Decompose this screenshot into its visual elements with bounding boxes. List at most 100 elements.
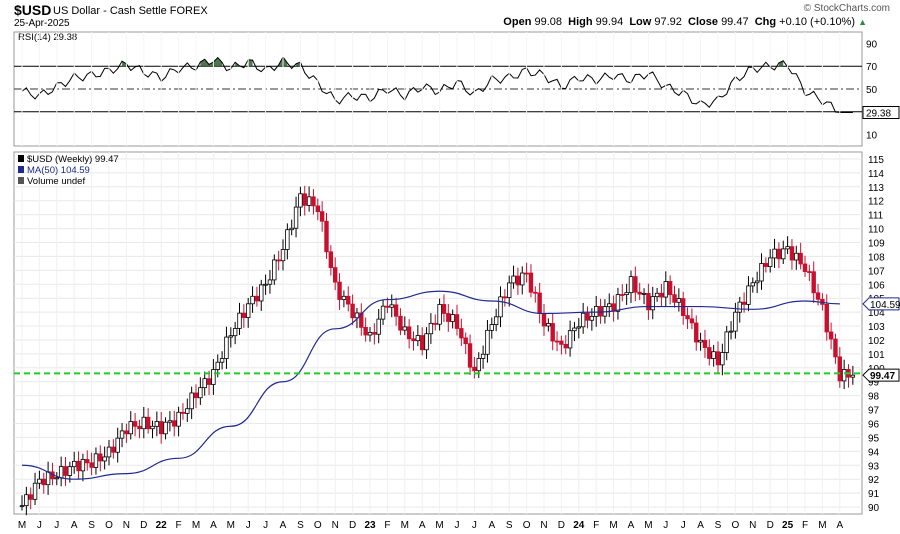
price-candle	[319, 211, 325, 222]
price-candle	[476, 357, 481, 372]
x-tick-label: M	[644, 520, 652, 531]
price-candle	[841, 369, 847, 382]
price-candle	[563, 343, 568, 349]
price-candle	[415, 335, 421, 342]
chg-value: +0.10 (+0.10%)	[779, 16, 856, 28]
price-candle	[63, 466, 68, 476]
price-candle	[154, 421, 160, 427]
open-value: 99.08	[534, 16, 563, 28]
price-candle	[850, 374, 856, 378]
price-candle	[315, 205, 320, 213]
price-candle	[141, 416, 146, 430]
price-candle	[367, 332, 373, 336]
legend-entry: MA(50) 104.59	[27, 165, 90, 176]
price-candle	[289, 227, 294, 231]
price-candle	[467, 343, 473, 368]
price-candle	[293, 206, 299, 229]
x-tick-label: M	[435, 520, 443, 531]
price-candle	[794, 252, 799, 261]
rsi-legend: RSI(14) 29.38	[18, 32, 77, 43]
price-candle	[828, 331, 834, 340]
price-candle	[698, 339, 703, 343]
price-candle	[163, 421, 168, 435]
price-candle	[441, 304, 447, 314]
price-candle	[232, 328, 238, 337]
price-candle	[676, 298, 682, 303]
x-tick-label: J	[455, 520, 460, 531]
price-candle	[772, 248, 777, 259]
price-candle	[728, 330, 734, 333]
price-candle	[650, 296, 655, 311]
price-candle	[45, 471, 51, 486]
price-candle	[372, 332, 377, 335]
x-axis: M J J A S O N D 22 F M A M J J A S O N D 23 F M A M J J A S O N D 24 F M A M…	[18, 520, 844, 531]
price-candle	[172, 420, 177, 427]
price-candle	[324, 220, 329, 253]
stockcharts-logo[interactable]: © StockCharts.com	[803, 3, 890, 14]
x-tick-label: M	[401, 520, 409, 531]
price-tick-label: 112	[868, 197, 884, 208]
price-candle	[150, 425, 155, 430]
price-candle	[359, 312, 364, 328]
price-candle	[807, 271, 812, 273]
x-tick-label: 25	[782, 520, 794, 531]
price-candle	[206, 378, 212, 385]
price-candle	[659, 292, 664, 298]
price-candle	[589, 315, 595, 321]
x-tick-label: M	[227, 520, 235, 531]
price-candle	[424, 333, 429, 351]
x-tick-label: D	[767, 520, 774, 531]
rsi-tick-label: 70	[866, 62, 878, 73]
price-candle	[89, 462, 94, 468]
price-tick-label: 91	[868, 489, 880, 500]
x-tick-label: O	[523, 520, 531, 531]
open-label: Open	[503, 16, 532, 28]
price-candle	[54, 477, 59, 480]
price-candle	[145, 416, 151, 430]
price-candle	[263, 283, 268, 286]
x-tick-label: 24	[573, 520, 585, 531]
rsi-tick-label: 10	[866, 131, 878, 142]
ma50-line	[21, 290, 840, 480]
price-value-label: 99.47	[870, 371, 895, 382]
x-tick-label: J	[472, 520, 477, 531]
price-panel: 9091929394959697989910010110210310410510…	[13, 151, 900, 516]
price-candle	[98, 453, 103, 462]
price-candle	[272, 259, 277, 281]
price-tick-label: 108	[868, 252, 885, 263]
price-candle	[406, 326, 412, 340]
price-tick-label: 103	[868, 322, 885, 333]
ma-value-label: 104.59	[870, 300, 900, 311]
price-candle	[663, 281, 668, 298]
price-candle	[224, 336, 229, 359]
price-candle	[363, 326, 368, 336]
rsi-tick-label: 90	[866, 39, 878, 50]
price-tick-label: 97	[868, 406, 880, 417]
x-tick-label: J	[663, 520, 668, 531]
price-candle	[789, 246, 795, 261]
price-candle	[594, 306, 599, 317]
x-tick-label: N	[332, 520, 339, 531]
price-candle	[124, 430, 129, 435]
price-candle	[19, 505, 25, 508]
x-tick-label: F	[176, 520, 182, 531]
price-tick-label: 93	[868, 461, 880, 472]
price-candle	[498, 296, 503, 318]
x-tick-label: M	[818, 520, 826, 531]
price-candle	[385, 305, 390, 308]
price-candle	[259, 284, 264, 302]
price-candle	[768, 257, 773, 267]
price-candle	[85, 459, 90, 464]
price-candle	[433, 322, 438, 325]
legend-swatch	[18, 177, 24, 184]
price-candle	[515, 275, 521, 286]
x-tick-label: S	[88, 520, 95, 531]
price-tick-label: 99	[868, 378, 880, 389]
rsi-tick-label: 50	[866, 85, 878, 96]
price-candle	[428, 322, 434, 335]
price-candle	[215, 361, 220, 370]
price-candle	[580, 312, 586, 328]
x-tick-label: M	[609, 520, 617, 531]
price-candle	[776, 248, 782, 260]
